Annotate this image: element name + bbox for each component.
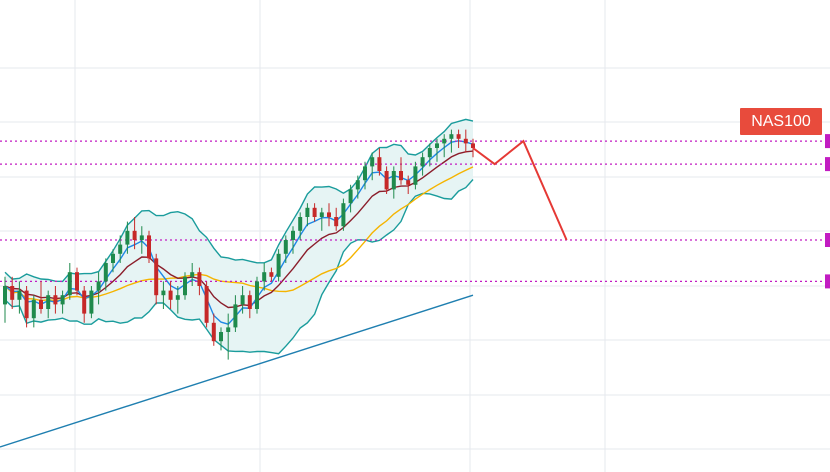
candle-body bbox=[147, 235, 151, 259]
candle-body bbox=[355, 180, 360, 190]
candle-body bbox=[377, 157, 382, 171]
candle-body bbox=[255, 281, 259, 309]
candle-body bbox=[413, 166, 418, 185]
candle-body bbox=[334, 217, 339, 227]
candle-body bbox=[435, 143, 439, 148]
candle-body bbox=[240, 295, 245, 305]
candle-body bbox=[348, 189, 353, 204]
candle-body bbox=[269, 272, 274, 277]
candle-body bbox=[132, 230, 137, 240]
trendline bbox=[0, 294, 474, 448]
candle-body bbox=[31, 299, 36, 319]
candle-body bbox=[82, 290, 87, 314]
candle-body bbox=[10, 286, 15, 300]
candle-body bbox=[139, 235, 144, 240]
candle-body bbox=[463, 138, 468, 144]
level-edge-marker bbox=[825, 233, 830, 247]
candle-body bbox=[183, 276, 187, 296]
candle-body bbox=[154, 258, 159, 296]
candle-body bbox=[175, 295, 180, 300]
candle-body bbox=[96, 281, 101, 291]
candle-body bbox=[276, 253, 281, 277]
projection-path bbox=[472, 139, 568, 241]
candle-body bbox=[399, 171, 403, 181]
candles bbox=[3, 129, 475, 360]
level-edge-markers bbox=[825, 134, 830, 289]
candle-body bbox=[291, 230, 295, 240]
candle-body bbox=[327, 212, 331, 217]
projection-line bbox=[472, 139, 568, 241]
candle-body bbox=[39, 299, 43, 309]
candle-body bbox=[24, 290, 29, 319]
candle-body bbox=[384, 171, 389, 190]
candle-body bbox=[427, 148, 432, 158]
candle-body bbox=[190, 272, 195, 277]
candle-body bbox=[312, 207, 317, 217]
candle-body bbox=[111, 253, 115, 263]
candle-body bbox=[46, 295, 51, 309]
ascending-trendline bbox=[0, 294, 474, 448]
level-edge-marker bbox=[825, 134, 830, 149]
candle-body bbox=[370, 157, 375, 167]
candle-body bbox=[53, 295, 58, 305]
candle-body bbox=[17, 290, 22, 300]
candle-body bbox=[211, 322, 216, 342]
candle-body bbox=[204, 286, 209, 323]
candle-body bbox=[247, 295, 252, 309]
candle-body bbox=[391, 171, 396, 190]
candle-body bbox=[125, 230, 130, 245]
candle-body bbox=[442, 138, 447, 144]
candle-body bbox=[420, 157, 425, 167]
candle-body bbox=[60, 295, 65, 305]
candle-body bbox=[298, 217, 303, 231]
candle-body bbox=[449, 134, 454, 139]
candle-body bbox=[219, 332, 223, 342]
candle-body bbox=[471, 143, 475, 148]
candle-body bbox=[103, 263, 108, 282]
candle-body bbox=[262, 272, 267, 282]
level-edge-marker bbox=[825, 274, 830, 289]
candle-body bbox=[67, 272, 72, 296]
symbol-price-tag: NAS100 bbox=[740, 108, 822, 135]
bollinger-upper-line bbox=[4, 118, 474, 283]
candle-body bbox=[406, 180, 411, 185]
candle-body bbox=[161, 290, 166, 296]
candle-body bbox=[75, 272, 79, 291]
level-edge-marker bbox=[825, 157, 830, 172]
candle-body bbox=[89, 290, 94, 314]
candle-body bbox=[283, 240, 288, 254]
candle-body bbox=[319, 212, 324, 217]
candle-body bbox=[168, 290, 173, 300]
bollinger-lower-line bbox=[4, 179, 474, 355]
candle-body bbox=[197, 272, 202, 286]
candle-body bbox=[341, 203, 346, 227]
candle-body bbox=[3, 286, 7, 305]
candle-body bbox=[226, 327, 231, 332]
candle-body bbox=[305, 207, 310, 217]
bollinger-bands bbox=[4, 118, 474, 355]
bollinger-fill bbox=[5, 119, 473, 354]
candle-body bbox=[233, 304, 238, 328]
candle-body bbox=[456, 134, 461, 139]
candle-body bbox=[363, 166, 367, 181]
candle-body bbox=[118, 244, 123, 254]
